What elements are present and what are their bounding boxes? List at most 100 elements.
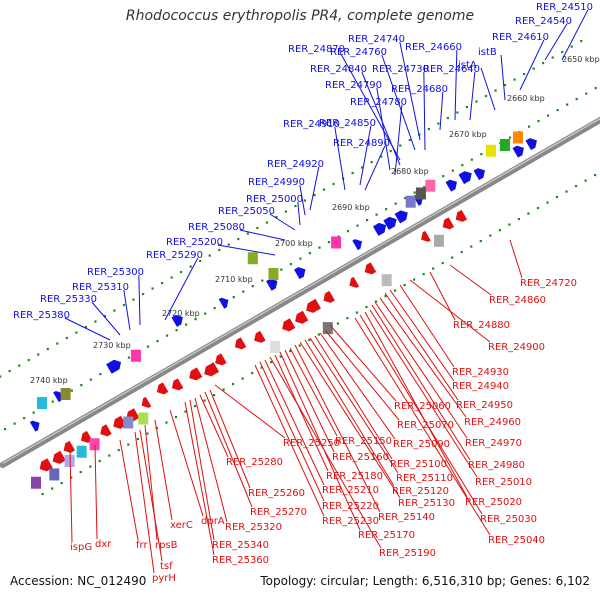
reverse-gene-arrow (349, 276, 360, 288)
gene-label-bottom: RER_25210 (322, 485, 379, 496)
gene-label-bottom: RER_25120 (392, 486, 449, 497)
kbp-dot-inner-bottom (127, 443, 130, 446)
kbp-dot-outer (551, 56, 554, 59)
kbp-dot-inner-bottom (317, 333, 320, 336)
kbp-dot-outer (227, 243, 230, 246)
gene-leader-line (329, 324, 397, 402)
feature-box (270, 340, 281, 353)
forward-gene-arrow (473, 168, 485, 181)
feature-box (36, 397, 47, 410)
feature-box (64, 454, 75, 467)
gene-label-bottom: dxr (95, 539, 112, 550)
forward-gene-arrow (383, 216, 397, 230)
gene-label-top: RER_24730 (372, 64, 429, 75)
kbp-dot-inner-top (213, 307, 216, 310)
gene-leader-line (509, 239, 523, 279)
gene-leader-line (217, 244, 276, 256)
kbp-dot-inner-bottom (260, 366, 263, 369)
gene-label-bottom: RER_24900 (488, 342, 545, 353)
gene-label-bottom: RER_25020 (465, 497, 522, 508)
reverse-gene-arrow (171, 378, 184, 391)
kbp-dot-outer (8, 369, 11, 373)
kbp-dot-inner-bottom (470, 245, 473, 248)
kbp-dot-outer (151, 287, 154, 290)
kbp-dot-inner-top (80, 384, 83, 387)
kbp-dot-inner-top (280, 268, 283, 271)
gene-label-top: RER_25290 (146, 250, 203, 261)
gene-leader-line (139, 429, 163, 562)
gene-label-bottom: RER_25320 (225, 522, 282, 533)
kbp-dot-inner-top (375, 213, 378, 216)
gene-leader-line (381, 54, 416, 151)
kbp-dot-inner-bottom (422, 272, 425, 276)
gene-leader-line (289, 347, 338, 437)
gene-label-bottom: RER_24860 (489, 295, 546, 306)
gene-label-bottom: RER_25060 (394, 401, 451, 412)
kbp-dot-inner-top (261, 279, 264, 282)
gene-label-bottom: dprA (201, 516, 225, 527)
gene-label-bottom: RER_24980 (468, 460, 525, 471)
gene-label-bottom: RER_25010 (475, 477, 532, 488)
gene-label-bottom: RER_25220 (322, 501, 379, 512)
gene-leader-line (134, 431, 155, 574)
kbp-dot-inner-bottom (165, 421, 168, 424)
genome-title: Rhodococcus erythropolis PR4, complete g… (125, 8, 475, 24)
reverse-gene-arrow (52, 450, 66, 464)
gene-leader-line (274, 354, 329, 472)
gene-leader-line (194, 397, 228, 523)
gene-leader-line (279, 351, 361, 531)
genome-backbone (0, 116, 600, 468)
gene-label-bottom: RER_25090 (393, 439, 450, 450)
kbp-dot-outer (84, 325, 87, 329)
gene-label-top: RER_25310 (72, 282, 129, 293)
kbp-dot-outer (370, 160, 373, 164)
kbp-dot-inner-bottom (60, 481, 63, 485)
kbp-dot-inner-top (89, 378, 92, 381)
kbp-dot-inner-top (299, 257, 302, 260)
kbp-dot-inner-bottom (346, 316, 349, 320)
gene-label-top: RER_24910 (283, 119, 340, 130)
kbp-dot-outer (0, 375, 2, 378)
kbp-dot-inner-top (585, 92, 588, 95)
gene-label-bottom: RER_24720 (520, 278, 577, 289)
gene-leader-line (204, 391, 253, 508)
gene-leader-line (500, 54, 506, 101)
kbp-dot-outer (208, 254, 211, 257)
kbp-dot-inner-top (289, 263, 292, 266)
kbp-dot-inner-top (175, 329, 178, 332)
feature-box (49, 468, 60, 481)
gene-leader-line (379, 297, 467, 418)
kbp-dot-inner-bottom (441, 261, 444, 265)
gene-leader-line (64, 317, 111, 341)
gene-label-bottom: RER_25340 (212, 540, 269, 551)
feature-box (499, 138, 510, 151)
kbp-dot-inner-top (204, 312, 207, 315)
kbp-dot-inner-bottom (584, 179, 587, 182)
gene-leader-line (429, 271, 456, 321)
kbp-dot-outer (503, 83, 507, 87)
gene-label-bottom: frr (136, 540, 148, 551)
gene-leader-line (480, 67, 496, 111)
kbp-dot-outer (542, 61, 545, 65)
kbp-dot-inner-top (423, 186, 426, 189)
kbp-dot-inner-top (537, 120, 540, 123)
kbp-dot-inner-bottom (79, 470, 82, 474)
kbp-dot-inner-bottom (489, 234, 492, 237)
gene-label-bottom: RER_24960 (464, 417, 521, 428)
kbp-dot-inner-top (394, 202, 397, 205)
gene-leader-line (294, 344, 381, 513)
gene-label-top: RER_24510 (536, 2, 593, 13)
forward-gene-arrow (29, 420, 40, 432)
kbp-dot-inner-bottom (89, 465, 92, 468)
kbp-dot-inner-top (251, 285, 254, 288)
kbp-dot-inner-top (461, 164, 464, 167)
gene-label-bottom: RER_25110 (396, 473, 453, 484)
kbp-dot-outer (46, 347, 49, 351)
kbp-dot-inner-top (442, 175, 445, 178)
kbp-dot-outer (389, 149, 392, 153)
gene-label-bottom: rpsB (155, 540, 178, 551)
gene-leader-line (374, 301, 468, 439)
kbp-dot-outer (580, 39, 583, 43)
gene-label-top: istB (478, 47, 497, 58)
